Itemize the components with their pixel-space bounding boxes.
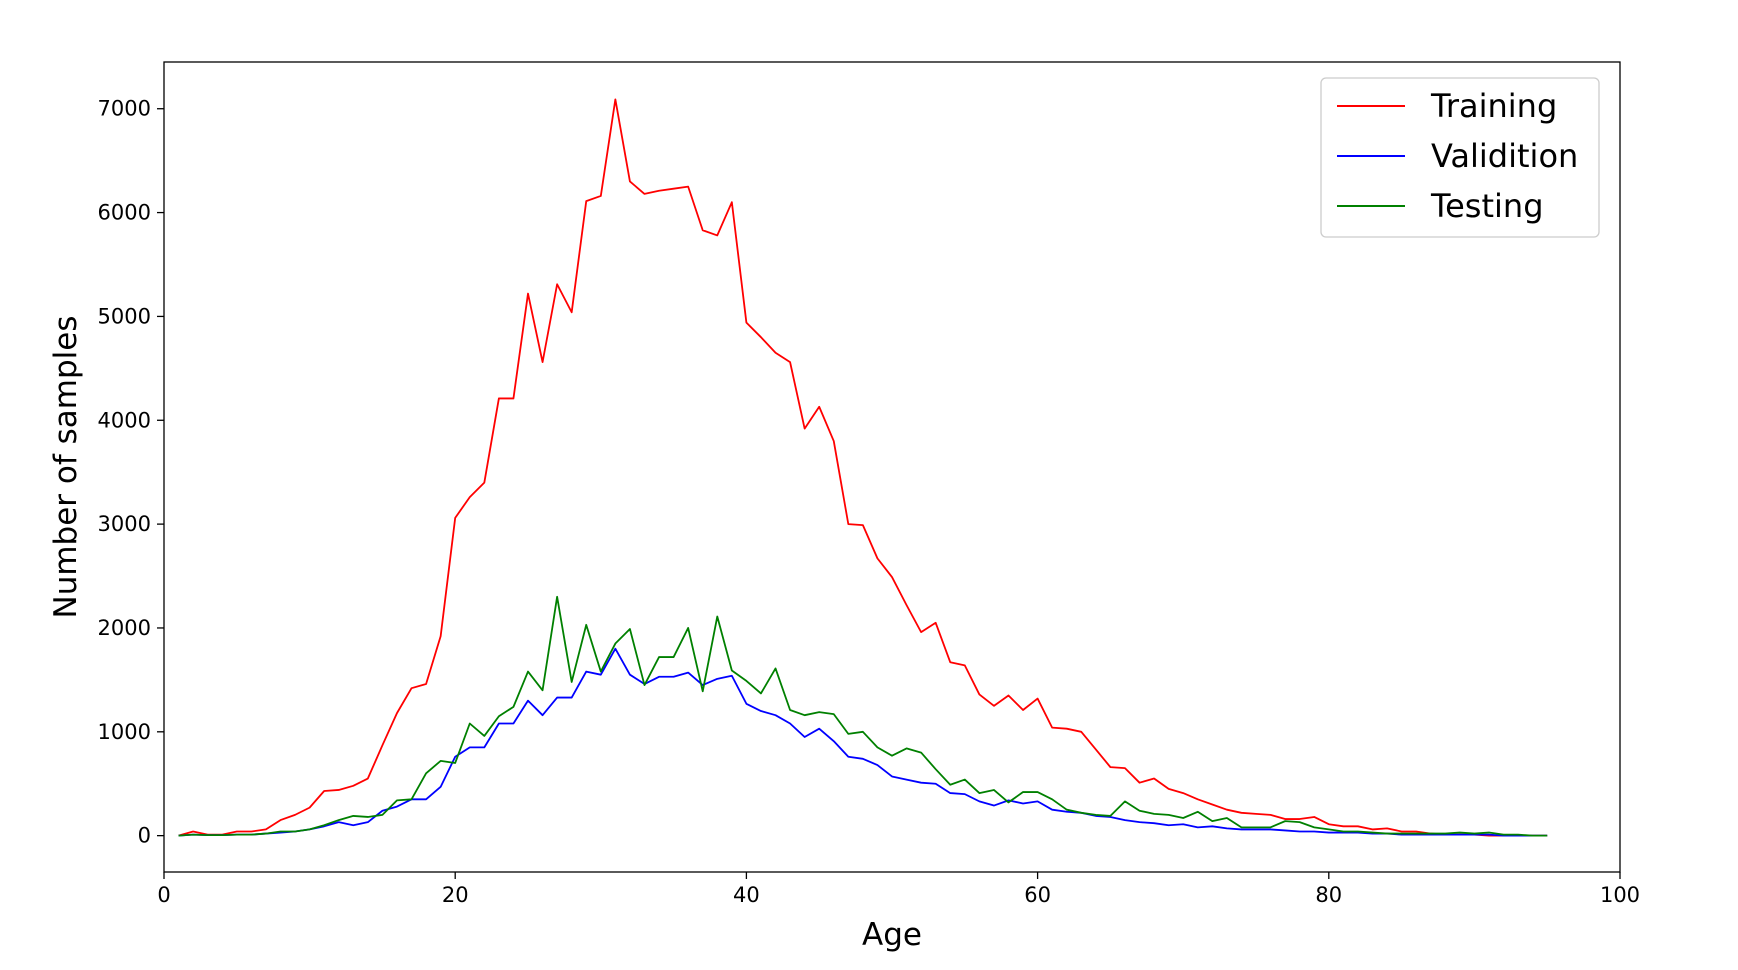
legend-label-training: Training (1430, 87, 1557, 125)
x-tick-label: 60 (1024, 883, 1051, 907)
y-tick-label: 7000 (98, 97, 151, 121)
x-tick-label: 40 (733, 883, 760, 907)
x-axis: 0 20 40 60 80 100 (157, 872, 1640, 907)
y-tick-label: 3000 (98, 512, 151, 536)
y-tick-label: 4000 (98, 408, 151, 432)
series-layer (178, 98, 1548, 837)
series-line-validition (178, 647, 1548, 837)
legend-label-validition: Validition (1431, 137, 1578, 175)
series-line-testing (178, 595, 1548, 837)
x-tick-label: 0 (157, 883, 170, 907)
legend-box (1320, 77, 1600, 238)
legend: Training Validition Testing (1320, 77, 1600, 238)
plot-frame (163, 61, 1621, 873)
legend-label-testing: Testing (1430, 187, 1544, 225)
x-axis-label: Age (862, 917, 922, 953)
series-line-training (178, 98, 1548, 837)
y-axis-label: Number of samples (48, 316, 84, 619)
y-tick-label: 5000 (98, 304, 151, 328)
y-axis: 0 1000 2000 3000 4000 5000 6000 7000 (98, 97, 164, 848)
x-tick-label: 80 (1315, 883, 1342, 907)
x-tick-label: 20 (442, 883, 469, 907)
y-tick-label: 1000 (98, 720, 151, 744)
y-tick-label: 2000 (98, 616, 151, 640)
y-tick-label: 6000 (98, 201, 151, 225)
x-tick-label: 100 (1600, 883, 1640, 907)
y-tick-label: 0 (138, 824, 151, 848)
